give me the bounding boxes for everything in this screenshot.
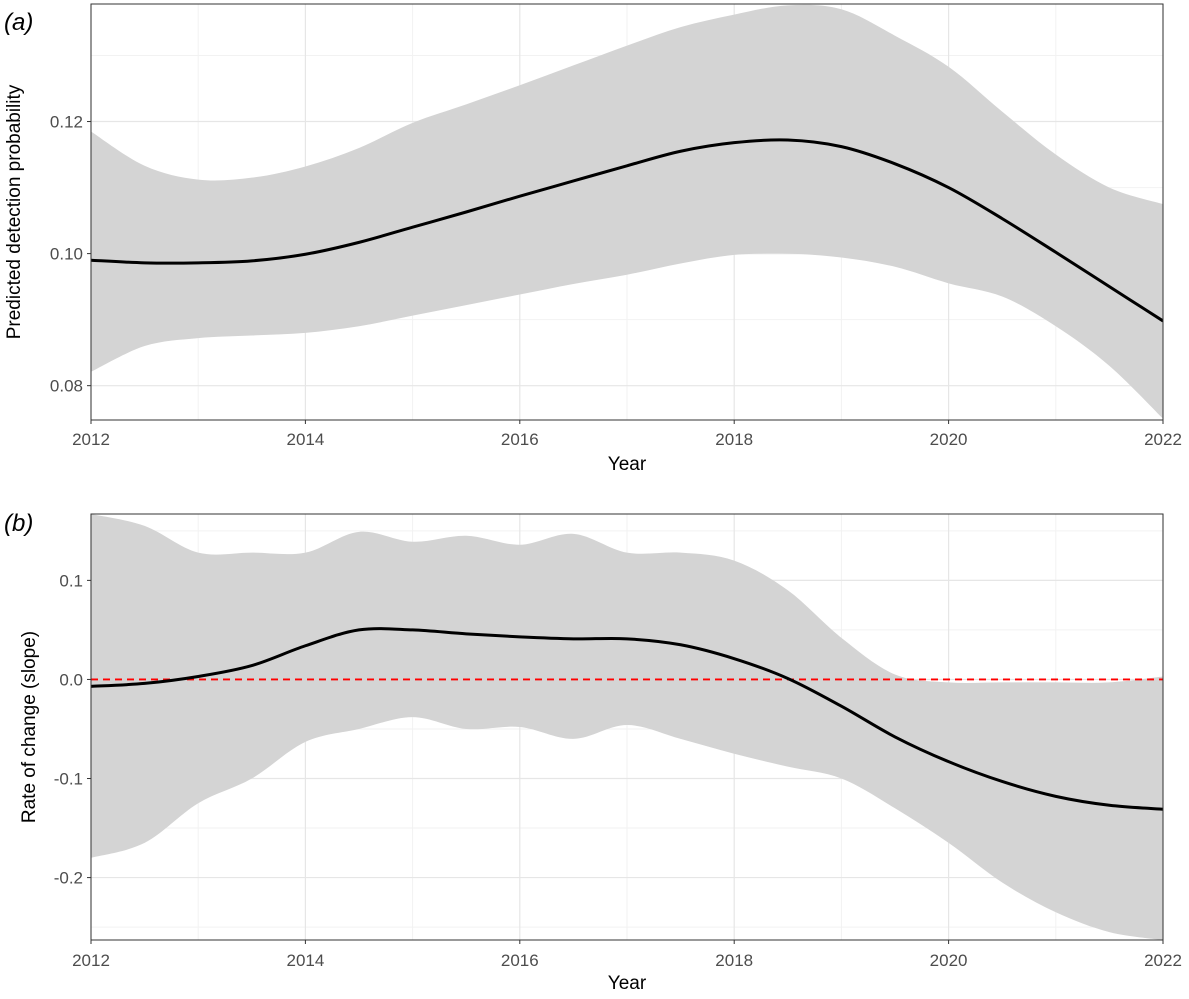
y-tick-label: 0.12 bbox=[50, 113, 83, 132]
y-axis-title: Predicted detection probability bbox=[4, 84, 25, 339]
y-tick-label: 0.08 bbox=[50, 377, 83, 396]
panel-a: 2012 2014 2016 2018 2020 2022 0.08 0.10 0.12 Year… bbox=[4, 3, 1182, 475]
x-tick-label: 2012 bbox=[72, 430, 110, 449]
x-tick-label: 2022 bbox=[1144, 430, 1182, 449]
x-tick-label: 2020 bbox=[930, 430, 968, 449]
panel-border bbox=[90, 3, 1164, 421]
confidence-band bbox=[91, 514, 1163, 940]
x-tick-label: 2016 bbox=[501, 951, 539, 970]
x-tick-label: 2020 bbox=[930, 951, 968, 970]
x-tick-label: 2018 bbox=[715, 951, 753, 970]
y-tick-label: 0.0 bbox=[59, 670, 83, 689]
x-tick-label: 2016 bbox=[501, 430, 539, 449]
confidence-band bbox=[91, 4, 1163, 419]
fitted-trend-line bbox=[91, 138, 1163, 323]
panel-border bbox=[90, 513, 1164, 941]
panel-tag: (a) bbox=[4, 9, 33, 36]
y-tick-label: 0.10 bbox=[50, 245, 83, 264]
y-axis-title: Rate of change (slope) bbox=[19, 631, 40, 823]
x-tick-label: 2014 bbox=[286, 951, 324, 970]
x-axis-title: Year bbox=[608, 973, 647, 994]
y-tick-label: -0.1 bbox=[54, 770, 83, 789]
x-tick-label: 2022 bbox=[1144, 951, 1182, 970]
y-tick-label: -0.2 bbox=[54, 869, 83, 888]
panel-tag: (b) bbox=[4, 510, 33, 537]
y-tick-label: 0.1 bbox=[59, 571, 83, 590]
x-tick-label: 2014 bbox=[286, 430, 324, 449]
x-tick-label: 2018 bbox=[715, 430, 753, 449]
fitted-trend-line bbox=[91, 627, 1163, 811]
x-tick-label: 2012 bbox=[72, 951, 110, 970]
x-axis-title: Year bbox=[608, 454, 647, 475]
panel-b: 2012 2014 2016 2018 2020 2022 -0.2 -0.1 0.0 0.1 Ye… bbox=[4, 510, 1182, 994]
